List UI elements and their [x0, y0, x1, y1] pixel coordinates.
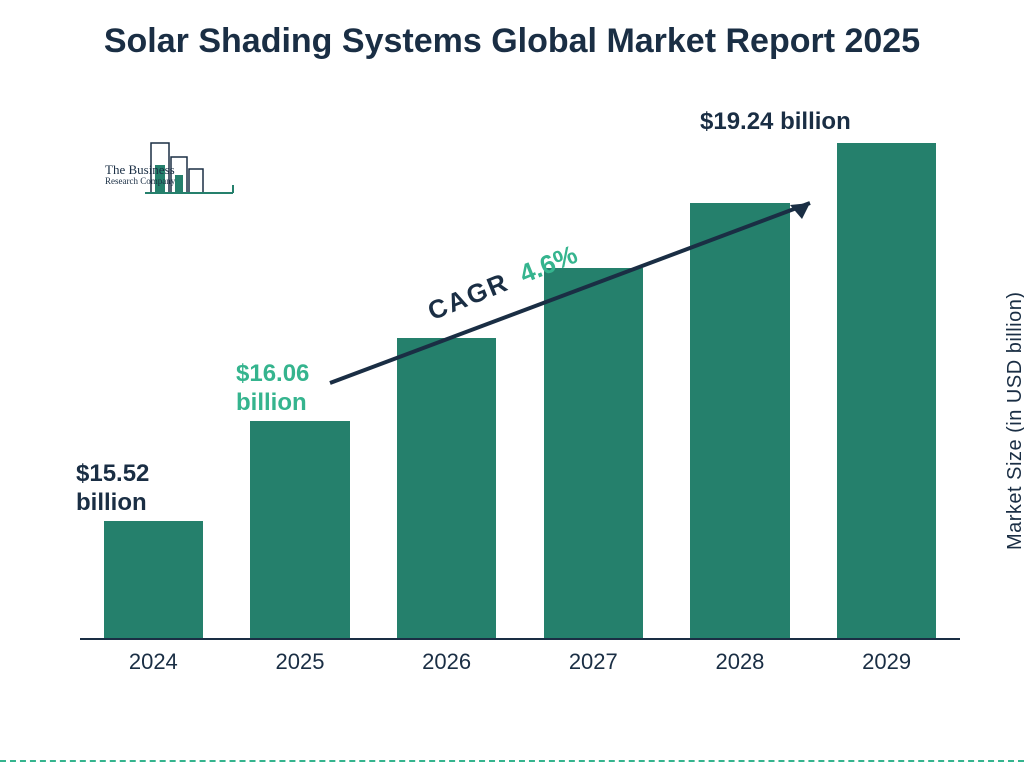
value-label-2025: $16.06 billion — [236, 360, 309, 418]
x-label: 2026 — [383, 649, 511, 675]
bar-2029 — [823, 143, 951, 638]
value-line2: billion — [76, 489, 147, 516]
value-line1: $15.52 — [76, 460, 149, 487]
x-axis-line — [80, 638, 960, 640]
x-label: 2028 — [676, 649, 804, 675]
bar-2025 — [236, 421, 364, 638]
y-axis-label: Market Size (in USD billion) — [1005, 292, 1024, 551]
bar-2024 — [90, 521, 218, 638]
x-label: 2024 — [90, 649, 218, 675]
chart-title: Solar Shading Systems Global Market Repo… — [0, 20, 1024, 63]
bar-rect — [250, 421, 350, 638]
page-root: Solar Shading Systems Global Market Repo… — [0, 0, 1024, 768]
footer-dashed-divider — [0, 760, 1024, 762]
x-label: 2025 — [236, 649, 364, 675]
x-label: 2029 — [823, 649, 951, 675]
x-label: 2027 — [530, 649, 658, 675]
bar-rect — [104, 521, 204, 638]
value-line1: $16.06 — [236, 360, 309, 387]
arrow-icon — [320, 193, 840, 393]
bar-rect — [837, 143, 937, 638]
x-axis-labels: 2024 2025 2026 2027 2028 2029 — [80, 644, 960, 680]
value-label-2024: $15.52 billion — [76, 460, 149, 518]
value-line1: $19.24 billion — [700, 108, 851, 135]
value-label-2029: $19.24 billion — [700, 108, 851, 137]
cagr-annotation: CAGR 4.6% — [320, 193, 840, 393]
value-line2: billion — [236, 389, 307, 416]
